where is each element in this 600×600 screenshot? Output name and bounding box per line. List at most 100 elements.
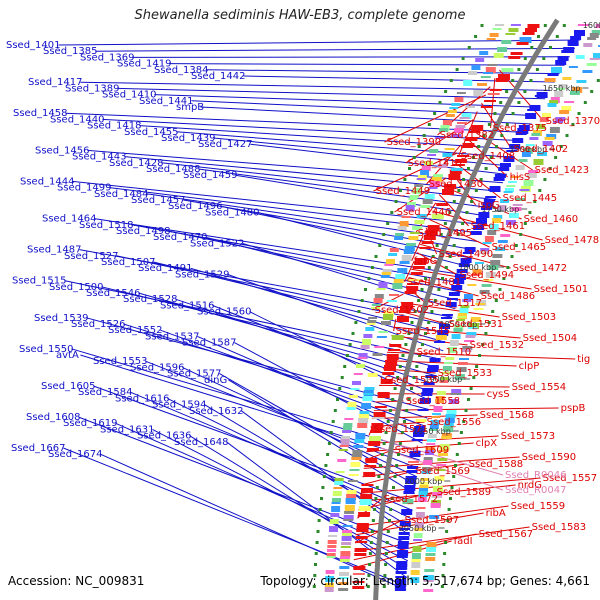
gene-feature [410, 577, 420, 583]
ring-dot [484, 332, 488, 335]
gene-feature [423, 575, 434, 580]
ring-dot [374, 497, 378, 500]
gene-feature [436, 203, 449, 206]
gene-feature [399, 521, 411, 526]
ring-dot [462, 178, 466, 181]
gene-feature [575, 55, 585, 59]
right-connector [372, 414, 478, 420]
gene-feature [451, 103, 461, 106]
gene-feature [339, 566, 350, 569]
gene-feature [546, 134, 557, 139]
ring-dot [523, 57, 527, 60]
left-gene-label: Ssed_1507 [101, 257, 156, 268]
gene-feature [408, 236, 419, 240]
gene-feature [369, 436, 381, 441]
ring-dot [450, 486, 454, 489]
left-gene-label: Ssed_1528 [123, 294, 178, 305]
gene-feature [469, 323, 479, 329]
gene-feature [422, 467, 432, 472]
ring-dot [313, 574, 317, 577]
gene-feature [444, 148, 455, 150]
ring-dot [542, 57, 546, 60]
ring-dot [375, 486, 379, 489]
gene-feature [381, 321, 391, 325]
ring-dot [502, 277, 506, 280]
gene-feature [350, 462, 361, 467]
left-gene-label: Ssed_1516 [160, 300, 215, 311]
gene-feature [355, 536, 368, 539]
gene-feature [500, 199, 510, 203]
gene-feature [332, 491, 342, 496]
gene-feature [354, 548, 367, 552]
ring-dot [554, 156, 558, 159]
gene-feature [404, 485, 416, 491]
accession-text: Accession: NC_009831 [8, 574, 145, 588]
ring-dot [549, 46, 552, 49]
right-gene-label: Ssed_1572 [384, 494, 439, 505]
gene-feature [423, 580, 434, 582]
right-connector [432, 210, 543, 241]
gene-feature [483, 72, 493, 74]
gene-feature [395, 568, 407, 570]
right-gene-label: Ssed_1588 [469, 459, 524, 470]
gene-feature [526, 173, 537, 178]
gene-feature [431, 177, 442, 182]
ring-dot [577, 112, 581, 115]
gene-feature [451, 168, 464, 171]
gene-feature [479, 51, 489, 55]
gene-feature [487, 64, 498, 66]
ring-dot [538, 189, 542, 192]
gene-feature [415, 419, 427, 422]
ring-dot [480, 24, 484, 27]
gene-feature [373, 412, 386, 418]
tick-label: 1750 kbp [481, 205, 519, 214]
gene-feature [357, 515, 370, 517]
gene-feature [561, 50, 573, 53]
gene-feature [490, 260, 501, 266]
gene-feature [443, 423, 454, 426]
gene-feature [412, 188, 422, 194]
right-gene-label: Ssed_1556 [427, 417, 482, 428]
left-connector [116, 255, 451, 327]
ring-dot [424, 277, 428, 280]
right-gene-label: Ssed_1430 [429, 179, 484, 190]
gene-feature [407, 466, 419, 469]
right-gene-label: Ssed_1510 [417, 347, 472, 358]
gene-feature [340, 546, 351, 548]
left-connector [182, 366, 418, 478]
gene-feature [487, 93, 500, 95]
gene-feature [364, 387, 375, 390]
gene-feature [416, 178, 426, 180]
left-gene-label: Ssed_1537 [145, 331, 200, 342]
ring-dot [408, 167, 411, 170]
gene-feature [525, 144, 535, 146]
left-gene-label: Ssed_1470 [153, 232, 208, 243]
gene-feature [372, 417, 385, 419]
gene-feature [479, 251, 489, 254]
right-gene-label: Ssed_1559 [511, 501, 566, 512]
right-gene-label: Ssed_1573 [501, 431, 556, 442]
gene-feature [554, 91, 564, 97]
gene-feature [410, 272, 423, 275]
gene-feature [421, 471, 431, 474]
right-gene-label: Ssed_1390 [387, 137, 442, 148]
ring-dot [418, 354, 422, 357]
gene-feature [326, 553, 336, 558]
ring-dot [511, 112, 515, 115]
gene-feature [459, 117, 470, 119]
gene-feature [471, 125, 484, 131]
gene-feature [394, 585, 406, 591]
ring-dot [456, 233, 460, 236]
ring-dot [326, 453, 330, 456]
gene-feature [395, 576, 407, 578]
right-gene-label: Ssed_1590 [522, 452, 577, 463]
ring-dot [316, 530, 320, 533]
gene-feature [450, 393, 461, 395]
ring-dot [462, 420, 466, 423]
gene-feature [492, 28, 502, 30]
ring-dot [322, 475, 326, 478]
ring-dot [314, 563, 317, 566]
gene-feature [473, 308, 484, 310]
ring-dot [357, 310, 361, 313]
gene-feature [486, 38, 496, 40]
